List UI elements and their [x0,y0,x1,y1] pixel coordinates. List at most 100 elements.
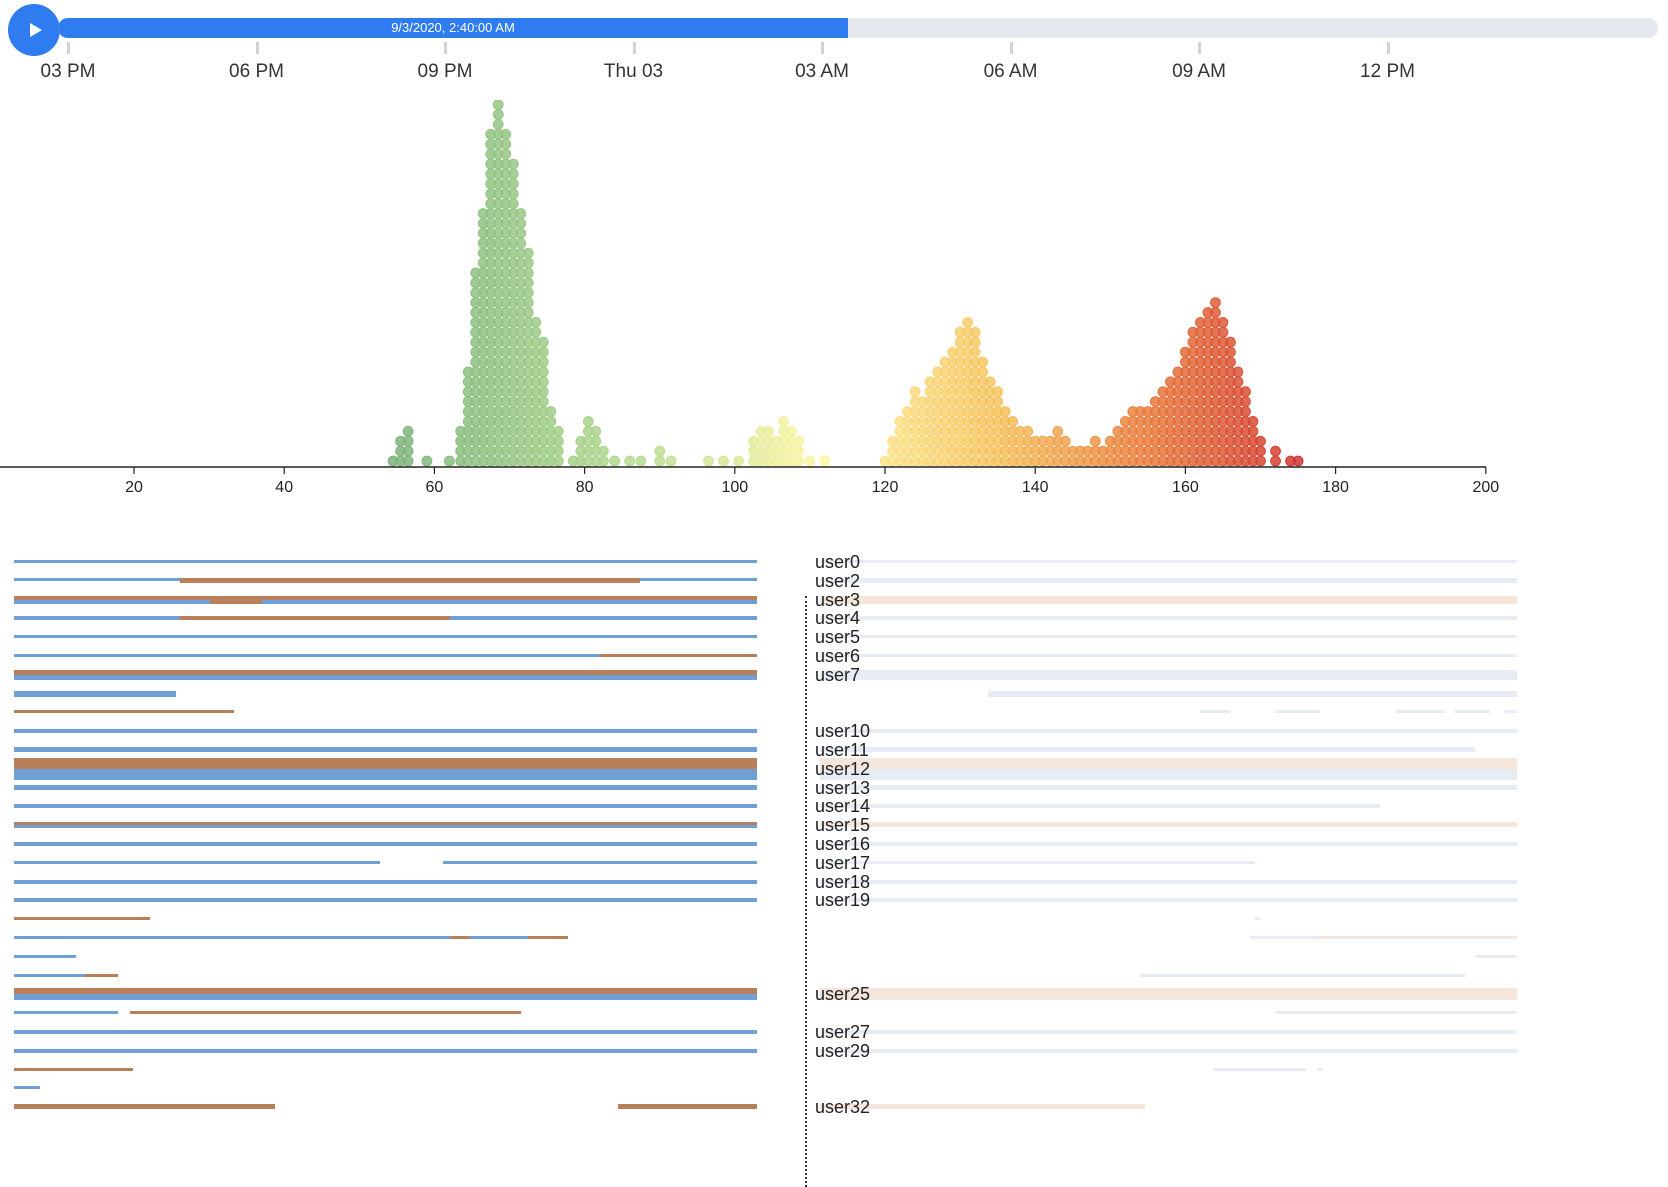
swarm-dot[interactable] [515,218,527,229]
swarm-dot[interactable] [654,455,666,467]
swarm-dot[interactable] [992,396,1004,408]
swarm-dot[interactable] [1255,435,1266,447]
swarm-dot[interactable] [537,396,549,408]
user-label[interactable]: user4 [815,608,861,629]
swarm-dot[interactable] [1255,445,1266,457]
swarm-dot[interactable] [635,455,647,467]
swarm-dot[interactable] [1270,445,1281,457]
swarm-dot[interactable] [1210,297,1221,309]
swarm-dot[interactable] [1240,386,1251,398]
swarm-dot[interactable] [500,148,512,160]
swarm-dot[interactable] [1232,366,1244,378]
swarm-dot[interactable] [492,100,504,110]
swarm-dot[interactable] [1217,326,1229,338]
swarm-dot[interactable] [624,455,636,467]
swarm-dot[interactable] [537,366,549,378]
user-label[interactable]: user0 [815,552,861,572]
swarm-dot[interactable] [507,188,519,200]
swarm-dot[interactable] [793,445,805,457]
swarm-dot[interactable] [1292,455,1304,467]
user-label[interactable]: user2 [815,570,861,591]
swarm-dot[interactable] [718,455,729,467]
swarm-dot[interactable] [500,138,512,150]
swarm-dot[interactable] [552,445,564,457]
swarm-dot[interactable] [515,227,527,239]
user-label[interactable]: user29 [815,1040,871,1061]
swarm-dot[interactable] [984,376,996,388]
user-label[interactable]: user6 [815,646,861,666]
user-label[interactable]: user3 [815,589,861,610]
swarm-dot[interactable] [1232,376,1244,388]
swarm-dot[interactable] [819,455,831,467]
swarm-dot[interactable] [500,128,512,140]
user-label[interactable]: user19 [815,890,871,911]
user-label[interactable]: user27 [815,1022,871,1042]
swarm-dot[interactable] [785,425,797,437]
user-label[interactable]: user15 [815,815,871,836]
swarm-dot[interactable] [969,346,981,358]
user-label[interactable]: user11 [815,740,869,760]
swarm-dot[interactable] [977,366,989,378]
swarm-dot[interactable] [804,455,816,467]
swarm-dot[interactable] [1225,346,1236,358]
swarm-dot[interactable] [402,435,414,447]
user-label[interactable]: user16 [815,834,871,854]
swarm-dot[interactable] [522,257,534,269]
swarm-dot[interactable] [1247,425,1259,437]
swarm-dot[interactable] [969,326,981,338]
user-label[interactable]: user17 [815,852,871,873]
time-slider-progress[interactable]: 9/3/2020, 2:40:00 AM [58,18,848,38]
swarm-dot[interactable] [507,198,519,209]
swarm-dot[interactable] [522,247,534,259]
time-slider[interactable]: 9/3/2020, 2:40:00 AM [58,18,1658,38]
swarm-dot[interactable] [1089,435,1101,447]
swarm-dot[interactable] [1210,307,1221,318]
swarm-dot[interactable] [1059,435,1071,447]
swarm-dot[interactable] [545,416,557,427]
swarm-dot[interactable] [1225,356,1236,368]
swarm-dot[interactable] [515,208,527,219]
swarm-dot[interactable] [537,346,549,358]
swarm-dot[interactable] [515,237,527,249]
swarm-dot[interactable] [537,376,549,388]
swarm-dot[interactable] [402,445,414,457]
swarm-dot[interactable] [552,455,564,467]
user-label[interactable]: user10 [815,721,871,742]
swarm-dot[interactable] [552,425,564,437]
swarm-dot[interactable] [552,435,564,447]
user-label[interactable]: user32 [815,1097,871,1118]
swarm-dot[interactable] [1247,416,1259,427]
swarm-dot[interactable] [654,445,666,457]
user-label[interactable]: user14 [815,796,871,817]
swarm-dot[interactable] [421,455,433,467]
swarm-dot[interactable] [507,158,519,170]
swarm-dot[interactable] [609,455,621,467]
user-label[interactable]: user25 [815,984,871,1005]
swarm-dot[interactable] [537,356,549,368]
swarm-dot[interactable] [1255,455,1266,467]
swarm-dot[interactable] [402,455,414,467]
swarm-dot[interactable] [402,425,414,437]
swarm-dot[interactable] [969,336,981,348]
swarm-dot[interactable] [962,317,974,328]
swarm-dot[interactable] [1240,406,1251,417]
swarm-dot[interactable] [537,386,549,398]
swarm-dot[interactable] [492,109,504,120]
user-label[interactable]: user7 [815,664,861,685]
swarm-dot[interactable] [909,386,921,398]
swarm-dot[interactable] [703,455,714,467]
swarm-dot[interactable] [1225,336,1236,348]
swarm-dot[interactable] [992,386,1004,398]
swarm-dot[interactable] [1052,425,1064,437]
swarm-dot[interactable] [1240,396,1251,408]
swarm-dot[interactable] [545,406,557,417]
user-label[interactable]: user13 [815,777,871,798]
swarm-dot[interactable] [522,287,534,299]
swarm-dot[interactable] [778,416,790,427]
swarm-dot[interactable] [444,455,455,467]
swarm-dot[interactable] [582,416,594,427]
swarm-dot[interactable] [530,317,542,328]
swarm-dot[interactable] [793,455,805,467]
swarm-dot[interactable] [590,435,602,447]
swarm-dot[interactable] [1270,455,1281,467]
